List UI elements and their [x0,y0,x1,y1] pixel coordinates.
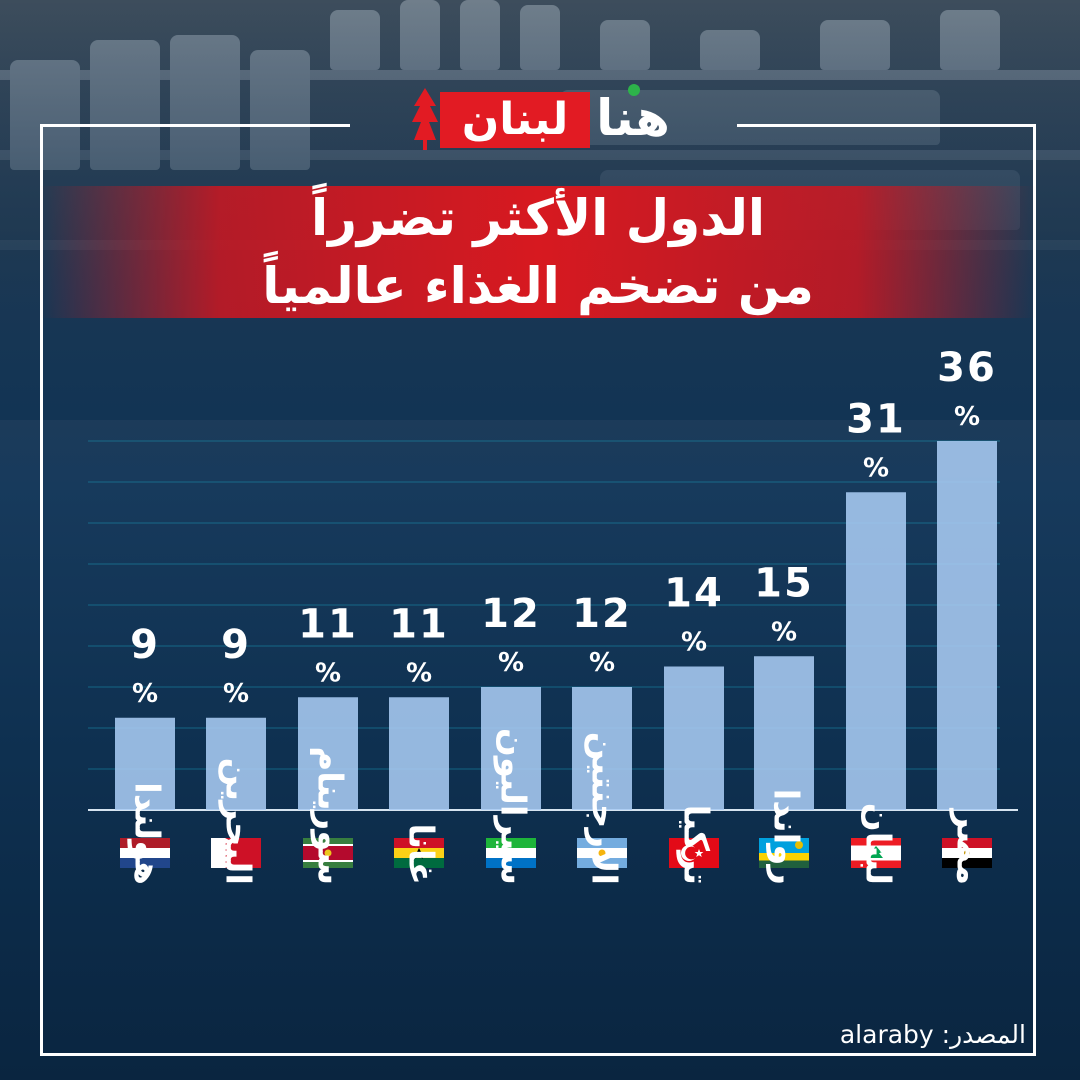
data-label-value: 14 [664,571,724,617]
frame-top-left [40,124,350,127]
netherlands-flag [120,838,170,868]
data-label-percent: % [954,402,980,432]
egypt-flag [942,838,992,868]
data-label-value: 36 [937,345,997,391]
bar [572,687,632,810]
data-label-percent: % [498,648,524,678]
turkey-flag [669,838,719,868]
bar [664,666,724,810]
tick-label: سيراليون [493,728,533,885]
bar [298,697,358,810]
source-credit: المصدر: alaraby [840,1020,1026,1049]
tick-label: البحرين [218,758,258,885]
bar [481,687,541,810]
logo-red-text: لبنان [440,92,590,148]
frame-top-right [737,124,1036,127]
tick-label: لبنان [858,803,898,885]
bar [115,717,175,810]
tick-label: هولندا [127,782,167,885]
chart-frame [40,126,1036,1056]
lebanon-flag [851,838,901,868]
data-label-percent: % [863,453,889,483]
source-value: alaraby [839,1020,934,1049]
bahrain-flag [211,838,261,868]
argentina-flag [577,838,627,868]
logo-white-text: هنا [596,89,670,147]
logo-green-dot [628,84,640,96]
ghana-flag [394,838,444,868]
tick-label: تركيا [676,805,716,885]
title-band [40,186,1036,318]
sierra-leone-flag [486,838,536,868]
data-label-percent: % [315,658,341,688]
logo: لبنان هنا [412,84,674,156]
data-label-value: 12 [572,591,632,637]
bar [389,697,449,810]
title-line-1: الدول الأكثر تضرراً [310,189,766,247]
data-label-percent: % [132,679,158,709]
tick-label: غانا [401,823,441,885]
source-label: المصدر: [941,1020,1026,1049]
data-label-percent: % [681,628,707,658]
tick-label: رواندا [766,789,806,885]
data-label-value: 11 [389,601,449,647]
tick-label: الأرجنتين [584,732,626,885]
data-label-value: 12 [481,591,541,637]
rwanda-flag [759,838,809,868]
data-label-percent: % [406,658,432,688]
data-label-value: 15 [754,560,814,606]
bar [846,492,906,810]
data-label-value: 9 [130,622,160,668]
data-label-percent: % [589,648,615,678]
bar [754,656,814,810]
data-label-percent: % [223,679,249,709]
title-line-2: من تضخم الغذاء عالمياً [262,257,814,315]
cedar-icon [412,88,438,150]
tick-label: مصر [949,807,989,885]
data-label-value: 9 [221,622,251,668]
tick-label: سورينام [310,746,350,885]
bar [937,441,997,810]
data-label-percent: % [771,617,797,647]
bar [206,717,266,810]
suriname-flag [303,838,353,868]
data-label-value: 31 [846,396,906,442]
data-label-value: 11 [298,601,358,647]
